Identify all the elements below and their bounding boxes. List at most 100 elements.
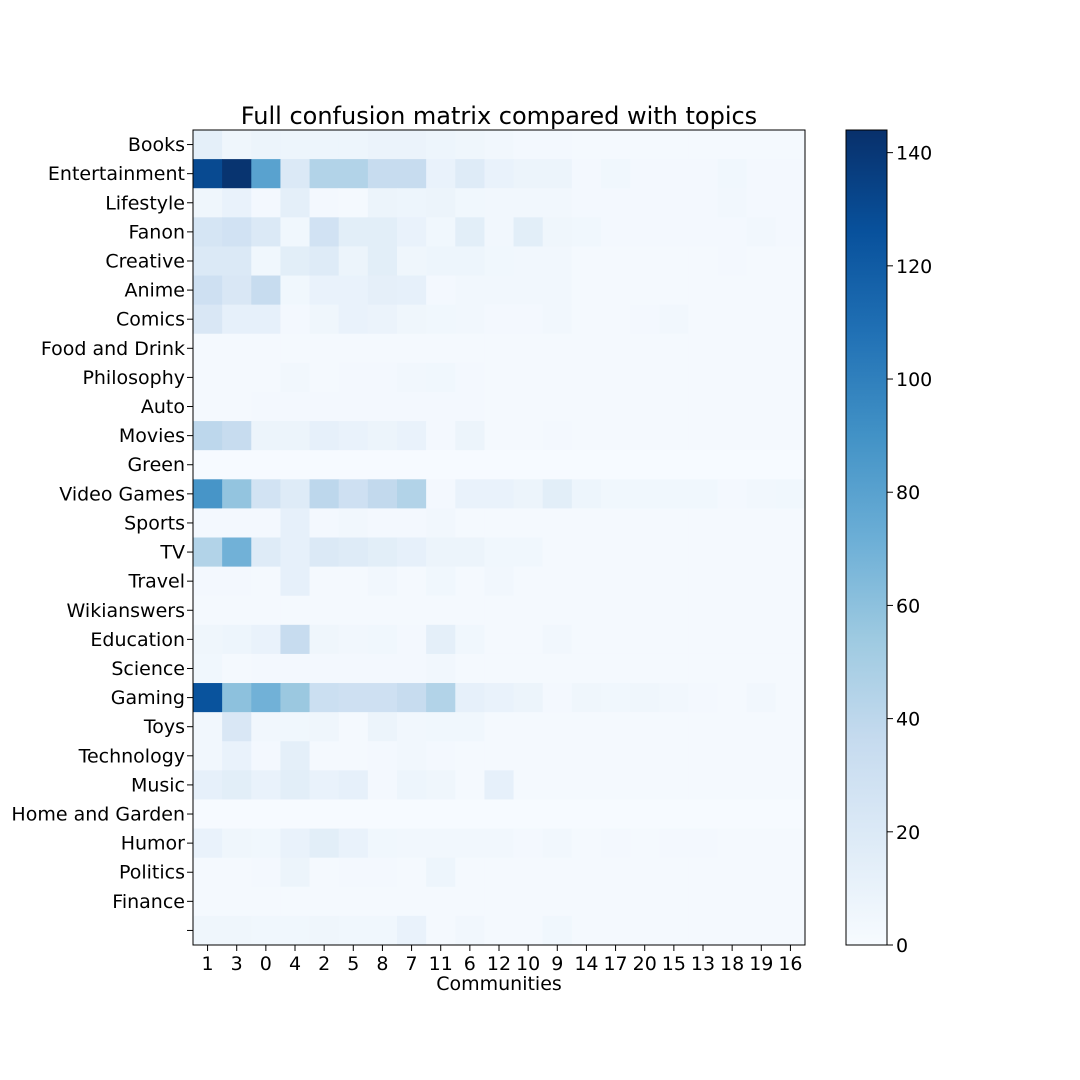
heatmap-cell	[601, 770, 631, 800]
y-tick-label: Gaming	[111, 687, 185, 709]
heatmap-cell	[746, 217, 777, 247]
heatmap-cell	[280, 479, 310, 509]
heatmap-cell	[193, 188, 223, 218]
heatmap-cell	[309, 450, 340, 480]
heatmap-cell	[367, 130, 398, 160]
heatmap-cell	[746, 333, 777, 364]
heatmap-cell	[280, 188, 310, 218]
heatmap-cell	[426, 275, 456, 306]
heatmap-cell	[280, 624, 310, 655]
heatmap-cell	[426, 770, 456, 800]
heatmap-cell	[251, 828, 281, 859]
chart-title: Full confusion matrix compared with topi…	[241, 102, 757, 130]
heatmap-cell	[746, 566, 777, 597]
heatmap-cell	[222, 537, 252, 568]
heatmap-cell	[513, 799, 544, 829]
heatmap-cell	[513, 508, 544, 538]
heatmap-cell	[717, 799, 748, 829]
heatmap-cell	[193, 915, 223, 946]
heatmap-cell	[601, 246, 631, 276]
heatmap-cell	[571, 333, 602, 364]
heatmap-cells	[193, 130, 806, 946]
heatmap-cell	[601, 886, 631, 917]
heatmap-cell	[455, 508, 485, 538]
heatmap-cell	[251, 450, 281, 480]
heatmap-cell	[222, 595, 252, 626]
heatmap-cell	[397, 828, 427, 859]
heatmap-cell	[601, 799, 631, 829]
heatmap-cell	[309, 595, 340, 626]
heatmap-cell	[397, 450, 427, 480]
heatmap-cell	[542, 595, 573, 626]
heatmap-cell	[309, 421, 340, 451]
heatmap-cell	[484, 741, 514, 771]
heatmap-cell	[659, 741, 689, 771]
heatmap-cell	[367, 624, 398, 655]
heatmap-cell	[571, 304, 602, 335]
y-tick-label: Travel	[128, 571, 185, 593]
heatmap-cell	[426, 624, 456, 655]
x-tick-label: 9	[551, 953, 563, 975]
heatmap-cell	[309, 217, 340, 247]
heatmap-cell	[222, 653, 252, 684]
x-tick-label: 5	[347, 953, 359, 975]
y-tick-label: Video Games	[59, 483, 185, 505]
heatmap-cell	[455, 479, 485, 509]
heatmap-cell	[455, 188, 485, 218]
heatmap-cell	[513, 188, 544, 218]
heatmap-cell	[280, 450, 310, 480]
heatmap-cell	[222, 683, 252, 713]
heatmap-cell	[222, 275, 252, 306]
heatmap-cell	[630, 770, 660, 800]
heatmap-cell	[601, 275, 631, 306]
heatmap-cell	[367, 333, 398, 364]
heatmap-cell	[571, 217, 602, 247]
heatmap-cell	[630, 130, 660, 160]
heatmap-cell	[630, 333, 660, 364]
heatmap-cell	[688, 537, 718, 568]
heatmap-cell	[484, 508, 514, 538]
heatmap-cell	[513, 421, 544, 451]
heatmap-cell	[775, 275, 806, 306]
heatmap-cell	[484, 915, 514, 946]
heatmap-cell	[659, 828, 689, 859]
heatmap-cell	[717, 915, 748, 946]
heatmap-cell	[484, 275, 514, 306]
colorbar-tick-label: 120	[896, 256, 932, 278]
heatmap-cell	[601, 479, 631, 509]
heatmap-cell	[513, 217, 544, 247]
y-tick-label: Science	[111, 658, 185, 680]
heatmap-cell	[601, 653, 631, 684]
heatmap-cell	[571, 683, 602, 713]
heatmap-cell	[193, 159, 223, 189]
heatmap-cell	[659, 450, 689, 480]
heatmap-cell	[455, 915, 485, 946]
heatmap-cell	[746, 653, 777, 684]
heatmap-cell	[513, 246, 544, 276]
heatmap-cell	[280, 159, 310, 189]
heatmap-cell	[717, 391, 748, 422]
heatmap-cell	[367, 159, 398, 189]
heatmap-cell	[571, 915, 602, 946]
x-tick-label: 13	[691, 953, 715, 975]
heatmap-cell	[717, 159, 748, 189]
heatmap-cell	[717, 450, 748, 480]
heatmap-cell	[688, 857, 718, 888]
heatmap-cell	[775, 828, 806, 859]
heatmap-cell	[688, 566, 718, 597]
heatmap-cell	[397, 246, 427, 276]
heatmap-cell	[775, 886, 806, 917]
y-tick-label: Toys	[143, 716, 185, 738]
heatmap-cell	[367, 275, 398, 306]
heatmap-cell	[251, 479, 281, 509]
heatmap-cell	[717, 188, 748, 218]
heatmap-cell	[251, 857, 281, 888]
heatmap-cell	[251, 421, 281, 451]
heatmap-cell	[630, 595, 660, 626]
x-tick-label: 12	[487, 953, 511, 975]
heatmap-cell	[367, 683, 398, 713]
heatmap-cell	[455, 275, 485, 306]
heatmap-cell	[688, 479, 718, 509]
heatmap-cell	[542, 741, 573, 771]
heatmap-cell	[513, 886, 544, 917]
